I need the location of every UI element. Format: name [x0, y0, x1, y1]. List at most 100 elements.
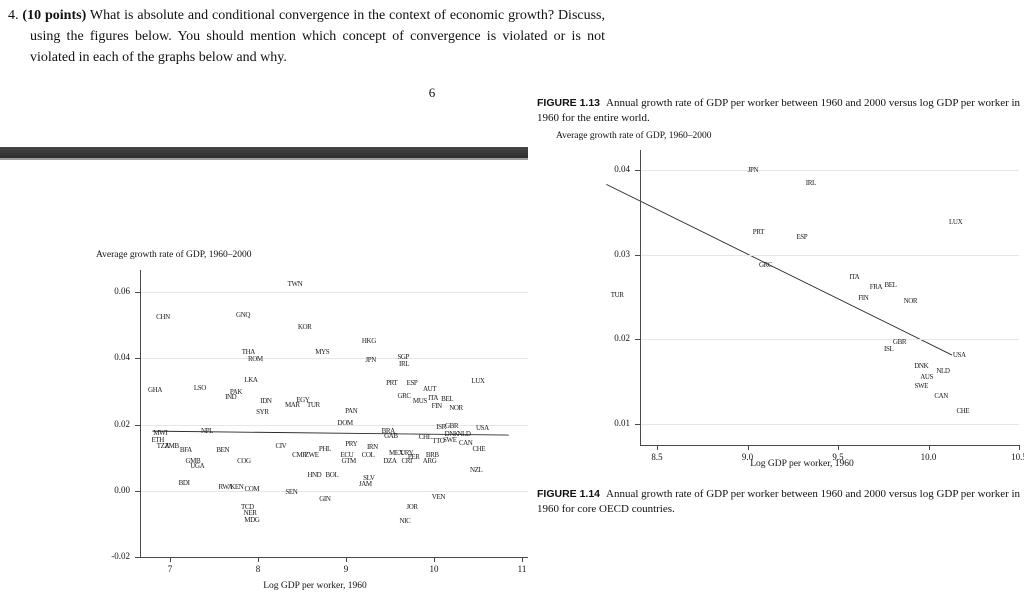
country-point-MDG: MDG — [244, 515, 260, 524]
x-tick-mark — [434, 557, 435, 562]
country-point-FRA: FRA — [869, 283, 883, 292]
country-point-KEN: KEN — [230, 482, 244, 491]
y-axis-line — [140, 270, 141, 557]
country-point-CHN: CHN — [156, 312, 170, 321]
country-point-ROM: ROM — [247, 354, 263, 363]
x-tick-label: 11 — [517, 564, 527, 574]
country-point-ITA: ITA — [428, 394, 439, 402]
x-tick-label: 8 — [255, 564, 261, 574]
country-point-AUT: AUT — [423, 385, 437, 394]
country-point-GIN: GIN — [319, 494, 331, 503]
country-point-JPN: JPN — [747, 166, 759, 174]
country-point-JOR: JOR — [406, 502, 418, 511]
gridline — [640, 170, 1019, 171]
country-point-EGY: EGY — [296, 395, 310, 404]
country-point-COL: COL — [361, 450, 375, 459]
y-tick-mark — [635, 254, 640, 256]
country-point-UGA: UGA — [190, 461, 205, 470]
country-point-TCD: TCD — [241, 502, 254, 511]
country-point-THA: THA — [241, 347, 256, 356]
country-point-BEL: BEL — [441, 394, 454, 403]
x-tick-label: 10.5 — [1011, 452, 1024, 462]
country-point-ARG: ARG — [422, 456, 437, 465]
country-point-CHE: CHE — [472, 445, 486, 453]
country-point-IRN: IRN — [366, 443, 378, 452]
country-point-DNK: DNK — [444, 430, 459, 439]
country-point-FIN: FIN — [431, 401, 442, 410]
country-point-TUR: TUR — [610, 291, 624, 300]
y-tick-mark — [135, 490, 140, 492]
gridline — [640, 423, 1019, 425]
country-point-LSO: LSO — [193, 384, 206, 393]
figure-1-14-caption-text: Annual growth rate of GDP per worker bet… — [537, 488, 1021, 515]
x-tick-mark — [170, 557, 171, 562]
country-point-FIN: FIN — [858, 294, 869, 303]
country-point-DNK: DNK — [914, 362, 929, 371]
gridline — [140, 424, 528, 426]
gridline — [640, 339, 1019, 340]
country-point-BOL: BOL — [325, 470, 339, 479]
y-tick-label: 0.06 — [114, 286, 130, 296]
page-number: 6 — [428, 85, 436, 100]
figure-1-14-label: FIGURE 1.14 — [537, 488, 601, 500]
country-point-JAM: JAM — [358, 479, 372, 488]
page-divider-bar — [0, 147, 528, 160]
x-tick-mark — [258, 557, 259, 562]
country-point-BFA: BFA — [179, 446, 192, 454]
x-tick-mark — [522, 557, 523, 562]
country-point-RWA: RWA — [218, 482, 233, 491]
country-point-MUS: MUS — [412, 396, 427, 405]
figure-1-13-caption-text: Annual growth rate of GDP per worker bet… — [537, 97, 1021, 124]
country-point-MAR: MAR — [284, 400, 300, 409]
country-point-AUS: AUS — [920, 373, 934, 382]
country-point-ETH: ETH — [151, 436, 164, 445]
country-point-NLD: NLD — [936, 367, 950, 376]
country-point-GNQ: GNQ — [236, 310, 251, 319]
country-point-GBR: GBR — [892, 338, 907, 347]
country-point-GMB: GMB — [185, 456, 201, 465]
country-point-ZMB: ZMB — [164, 442, 179, 451]
country-point-VEN: VEN — [431, 492, 446, 501]
country-point-LUX: LUX — [949, 218, 963, 227]
country-point-GTM: GTM — [341, 456, 356, 465]
y-tick-mark — [635, 423, 640, 425]
country-point-IDN: IDN — [260, 396, 272, 405]
country-point-NER: NER — [243, 508, 257, 517]
country-point-HND: HND — [307, 470, 322, 479]
country-point-MYS: MYS — [315, 347, 330, 356]
country-point-GHA: GHA — [148, 386, 163, 395]
country-point-TZA: TZA — [156, 442, 170, 451]
world-chart-xlabel: Log GDP per worker, 1960 — [263, 581, 367, 591]
country-point-BEL: BEL — [884, 280, 897, 289]
country-point-SYR: SYR — [256, 407, 269, 416]
country-point-ISL: ISL — [884, 345, 894, 354]
figure-1-13-caption: FIGURE 1.13 Annual growth rate of GDP per… — [537, 96, 1024, 126]
x-tick-label: 9 — [343, 564, 349, 574]
country-point-ESP: ESP — [796, 232, 808, 241]
country-point-GRC: GRC — [397, 392, 411, 400]
question-points: (10 points) — [22, 8, 87, 23]
country-point-GRC: GRC — [758, 260, 773, 269]
y-tick-label: 0.03 — [614, 248, 630, 259]
country-point-SWE: SWE — [443, 436, 457, 445]
country-point-IRL: IRL — [805, 178, 816, 187]
x-axis-line — [640, 445, 1019, 446]
country-point-PAK: PAK — [229, 388, 243, 397]
country-point-NPL: NPL — [200, 427, 213, 436]
country-point-BEN: BEN — [216, 446, 230, 454]
world-chart-title: Average growth rate of GDP, 1960–2000 — [96, 250, 252, 260]
country-point-SLV: SLV — [363, 473, 375, 482]
country-point-NLD: NLD — [457, 430, 471, 439]
country-point-ECU: ECU — [340, 450, 354, 459]
country-point-NOR: NOR — [903, 296, 918, 305]
gridline — [140, 292, 528, 293]
x-tick-mark — [747, 445, 749, 450]
y-tick-label: -0.02 — [111, 551, 130, 561]
question-body: What is absolute and conditional converg… — [30, 8, 605, 65]
oecd-chart-title: Average growth rate of GDP, 1960–2000 — [556, 131, 712, 141]
oecd-chart-xlabel: Log GDP per worker, 1960 — [750, 459, 854, 469]
country-point-PRT: PRT — [386, 379, 398, 388]
y-tick-mark — [635, 170, 640, 171]
country-point-CRI: CRI — [401, 456, 412, 465]
